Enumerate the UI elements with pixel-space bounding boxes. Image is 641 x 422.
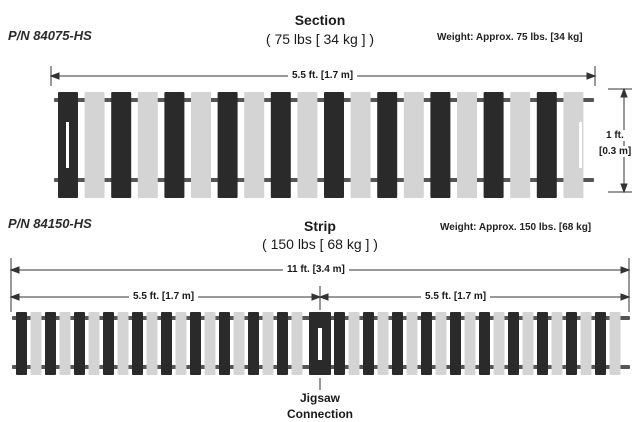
section-dark-slat xyxy=(430,92,451,198)
strip-left-dark-slat xyxy=(190,312,201,375)
section-dark-slat xyxy=(377,92,398,198)
strip-left-light-slat xyxy=(117,312,129,375)
section-light-slat xyxy=(457,92,477,198)
section-dark-slat xyxy=(164,92,185,198)
section-part-number: P/N 84075-HS xyxy=(8,28,92,43)
section-dark-slat xyxy=(536,92,557,198)
strip-left-dark-slat xyxy=(74,312,85,375)
section-jigsaw-notch xyxy=(66,122,69,168)
section-light-slat xyxy=(563,92,584,198)
strip-left-dark-slat xyxy=(16,312,27,375)
section-height-label-m: [0.3 m] xyxy=(598,146,633,157)
strip-left-light-slat xyxy=(88,312,100,375)
strip-weight: Weight: Approx. 150 lbs. [68 kg] xyxy=(440,222,592,233)
strip-left-light-slat xyxy=(291,312,303,375)
strip-left-dark-slat xyxy=(161,312,172,375)
strip-right-light-slat xyxy=(406,312,418,375)
section-dark-slat xyxy=(217,92,238,198)
strip-right-length-label: 5.5 ft. [1.7 m] xyxy=(421,291,491,302)
strip-right-dark-slat xyxy=(537,312,548,375)
section-light-slat xyxy=(297,92,318,198)
strip-left-light-slat xyxy=(59,312,71,375)
strip-right-dark-slat xyxy=(595,312,606,375)
section-subtitle: ( 75 lbs [ 34 kg ] ) xyxy=(265,31,375,47)
strip-left-dark-slat xyxy=(103,312,114,375)
strip-right-light-slat xyxy=(464,312,476,375)
strip-left-dark-slat xyxy=(45,312,56,375)
strip-right-light-slat xyxy=(609,312,621,375)
section-light-slat xyxy=(403,92,424,198)
strip-left-dark-slat xyxy=(248,312,259,375)
strip-left-dark-slat xyxy=(277,312,288,375)
strip-right-light-slat xyxy=(493,312,505,375)
section-title: Section xyxy=(294,12,346,28)
section-light-slat xyxy=(350,92,371,198)
section-dark-slat xyxy=(270,92,291,198)
strip-left-light-slat xyxy=(233,312,245,375)
strip-subtitle: ( 150 lbs [ 68 kg ] ) xyxy=(262,236,378,252)
strip-left-light-slat xyxy=(30,312,42,375)
strip-left-light-slat xyxy=(262,312,274,375)
strip-left-dark-slat xyxy=(219,312,230,375)
section-dark-slat xyxy=(483,92,504,198)
jigsaw-connection-label: Jigsaw Connection xyxy=(270,390,370,422)
strip-part-number: P/N 84150-HS xyxy=(8,216,92,231)
strip-right-light-slat xyxy=(551,312,563,375)
section-light-slat xyxy=(191,92,211,198)
strip-right-dark-slat xyxy=(479,312,490,375)
strip-title: Strip xyxy=(304,218,336,234)
jigsaw-label-line2: Connection xyxy=(287,407,353,421)
jigsaw-joint-cut xyxy=(318,328,322,360)
strip-left-light-slat xyxy=(175,312,187,375)
strip-right-dark-slat xyxy=(421,312,432,375)
strip-right-light-slat xyxy=(377,312,389,375)
strip-left-length-label: 5.5 ft. [1.7 m] xyxy=(129,291,199,302)
strip-right-dark-slat xyxy=(566,312,577,375)
section-length-label: 5.5 ft. [1.7 m] xyxy=(288,70,358,81)
section-light-slat xyxy=(84,92,105,198)
section-dark-slat xyxy=(111,92,132,198)
strip-right-dark-slat xyxy=(363,312,374,375)
section-dark-slat xyxy=(324,92,344,198)
strip-right-dark-slat xyxy=(392,312,403,375)
strip-total-length-label: 11 ft. [3.4 m] xyxy=(283,264,349,275)
strip-right-light-slat xyxy=(435,312,447,375)
strip-right-light-slat xyxy=(580,312,592,375)
strip-right-dark-slat xyxy=(450,312,461,375)
section-light-slat xyxy=(510,92,531,198)
strip-right-light-slat xyxy=(522,312,534,375)
strip-right-light-slat xyxy=(348,312,360,375)
strip-right-dark-slat xyxy=(508,312,519,375)
section-light-slat xyxy=(137,92,158,198)
strip-left-light-slat xyxy=(146,312,158,375)
section-weight: Weight: Approx. 75 lbs. [34 kg] xyxy=(437,32,583,43)
section-height-label-ft: 1 ft. xyxy=(604,130,626,141)
section-light-slat xyxy=(244,92,265,198)
jigsaw-label-line1: Jigsaw xyxy=(299,391,341,405)
strip-left-dark-slat xyxy=(132,312,143,375)
strip-right-dark-slat xyxy=(334,312,345,375)
strip-left-light-slat xyxy=(204,312,216,375)
section-jigsaw-notch xyxy=(579,122,582,168)
